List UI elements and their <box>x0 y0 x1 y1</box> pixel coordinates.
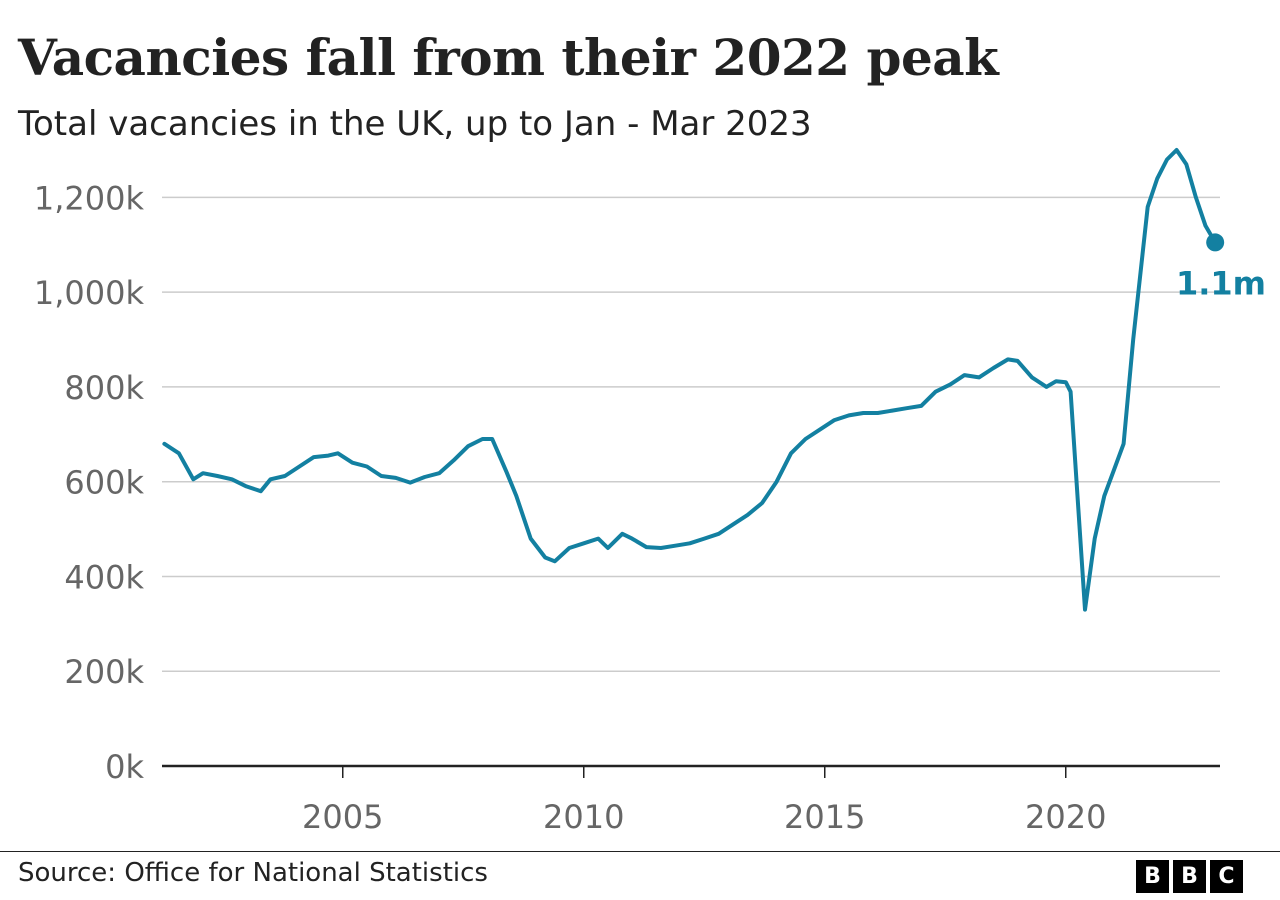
y-tick-label: 600k <box>64 464 144 502</box>
y-axis-tick-labels: 0k 200k 400k 600k 800k 1,000k 1,200k <box>34 179 145 786</box>
end-value-label: 1.1m <box>1176 264 1266 302</box>
logo-letter-b2: B <box>1173 860 1206 893</box>
x-tick-label: 2005 <box>302 798 383 836</box>
logo-letter-b1: B <box>1136 860 1169 893</box>
x-tick-label: 2020 <box>1025 798 1106 836</box>
series-line-vacancies <box>162 148 1218 612</box>
y-tick-label: 400k <box>64 558 144 596</box>
gridlines <box>162 196 1220 672</box>
y-tick-label: 1,200k <box>34 179 145 217</box>
x-axis-tick-labels: 2005 2010 2015 2020 <box>302 798 1106 836</box>
x-tick-label: 2010 <box>543 798 624 836</box>
source-note: Source: Office for National Statistics <box>18 858 488 888</box>
logo-letter-c: C <box>1210 860 1243 893</box>
bbc-logo: B B C <box>1136 860 1243 893</box>
y-tick-label: 800k <box>64 369 144 407</box>
footer-divider <box>0 851 1280 852</box>
chart-subtitle: Total vacancies in the UK, up to Jan - M… <box>18 104 812 144</box>
y-tick-label: 1,000k <box>34 274 145 312</box>
y-tick-label: 0k <box>105 748 144 786</box>
chart-title: Vacancies fall from their 2022 peak <box>18 28 999 87</box>
x-tick-label: 2015 <box>784 798 865 836</box>
end-point-marker <box>1206 233 1225 252</box>
x-axis-tick-marks <box>342 766 1067 778</box>
y-tick-label: 200k <box>64 653 144 691</box>
